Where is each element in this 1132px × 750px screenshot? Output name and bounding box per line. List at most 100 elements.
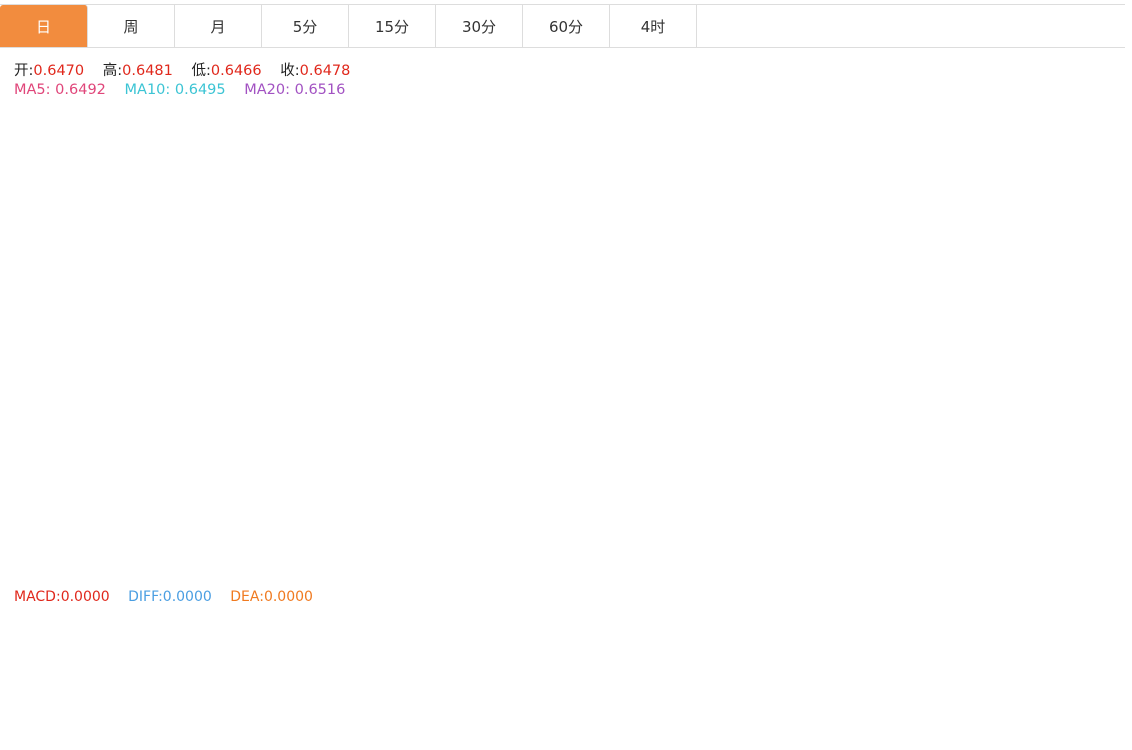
macd-bar (225, 677, 235, 683)
candle (810, 496, 820, 553)
dea-line (4, 622, 980, 684)
candle (720, 343, 730, 455)
tab-2[interactable]: 月 (175, 5, 262, 47)
candle-body (705, 344, 715, 448)
candle (75, 347, 85, 379)
tab-4[interactable]: 15分 (349, 5, 436, 47)
candle-body (645, 435, 655, 455)
candle (855, 477, 865, 510)
candle-body (855, 496, 865, 504)
tab-6[interactable]: 60分 (523, 5, 610, 47)
candle-body (900, 504, 910, 532)
candle (60, 336, 70, 373)
macd-bar (360, 675, 370, 683)
candle-body (795, 542, 805, 553)
candle-body (735, 436, 745, 442)
macd-bar (435, 670, 445, 683)
candle-body (30, 289, 40, 306)
ma10-label: MA10: (124, 82, 171, 98)
macd-bar (510, 671, 520, 683)
candle (435, 285, 445, 323)
ma20-value: 0.6516 (294, 82, 346, 98)
candle (930, 497, 940, 526)
candle-body (630, 433, 640, 445)
candle-body (90, 349, 100, 371)
candle (165, 216, 175, 289)
macd-bar (780, 682, 790, 689)
candle (375, 263, 385, 312)
candle (555, 359, 565, 398)
period-tabs: 日周月 5分 15分 30分 60分 4时 (0, 4, 1125, 48)
tab-3[interactable]: 5分 (262, 5, 349, 47)
ma-readout: MA5: 0.6492 MA10: 0.6495 MA20: 0.6516 (14, 82, 345, 98)
candle (255, 140, 265, 219)
candle-body (435, 292, 445, 303)
macd-bar (795, 682, 805, 685)
macd-bar (450, 671, 460, 683)
candle (15, 282, 25, 339)
ma10-line (4, 174, 981, 515)
macd-bar (75, 682, 85, 733)
candle (660, 398, 670, 436)
candle (780, 510, 790, 561)
candle-body (390, 285, 400, 312)
macd-bar (420, 668, 430, 683)
macd-readout: MACD:0.0000 DIFF:0.0000 DEA:0.0000 (14, 589, 313, 605)
candle-body (45, 293, 55, 357)
macd-bar (375, 675, 385, 683)
candle-body (105, 305, 115, 351)
candle (150, 263, 160, 289)
high-value: 0.6481 (122, 63, 173, 79)
candle (120, 297, 130, 333)
candle-body (810, 500, 820, 545)
candle-body (675, 381, 685, 433)
candle (240, 138, 250, 219)
candle-body (15, 303, 25, 319)
candle (630, 430, 640, 472)
macd-bar (570, 682, 580, 683)
candle (135, 278, 145, 326)
macd-bar (60, 682, 70, 732)
macd-bar (900, 681, 910, 683)
candle-body (210, 202, 220, 243)
macd-bar (810, 678, 820, 683)
macd-bar (195, 682, 205, 696)
macd-bar (165, 682, 175, 711)
candle-body (765, 479, 775, 523)
candle-body (135, 280, 145, 325)
candle-body (405, 289, 415, 313)
candle (390, 270, 400, 319)
candle (300, 113, 310, 185)
tab-5[interactable]: 30分 (436, 5, 523, 47)
price-tick-label: 0.6827 (1046, 204, 1095, 220)
macd-bar (540, 676, 550, 683)
candle (600, 428, 610, 466)
candle (585, 403, 595, 435)
macd-bar (690, 661, 700, 683)
candle-body (120, 311, 130, 323)
candle (735, 417, 745, 450)
candle-body (420, 281, 430, 296)
candle (465, 321, 475, 363)
ma20-label: MA20: (244, 82, 291, 98)
chart-frame (0, 46, 1125, 747)
candle (750, 433, 760, 494)
close-label: 收: (280, 63, 300, 79)
candle-body (510, 323, 520, 366)
tab-0[interactable]: 日 (0, 5, 88, 47)
ma20-line (4, 223, 981, 493)
tab-1[interactable]: 周 (88, 5, 175, 47)
price-tick-label: 0.6728 (1046, 293, 1095, 309)
candle-body (375, 275, 385, 285)
macd-bar (390, 674, 400, 683)
candle-body (570, 381, 580, 416)
candle-body (360, 243, 370, 276)
macd-bar (705, 656, 715, 683)
candle (315, 130, 325, 168)
macd-bar (675, 659, 685, 683)
candle (870, 486, 880, 532)
candle (825, 475, 835, 523)
macd-bar (135, 682, 145, 720)
tab-7[interactable]: 4时 (610, 5, 697, 47)
